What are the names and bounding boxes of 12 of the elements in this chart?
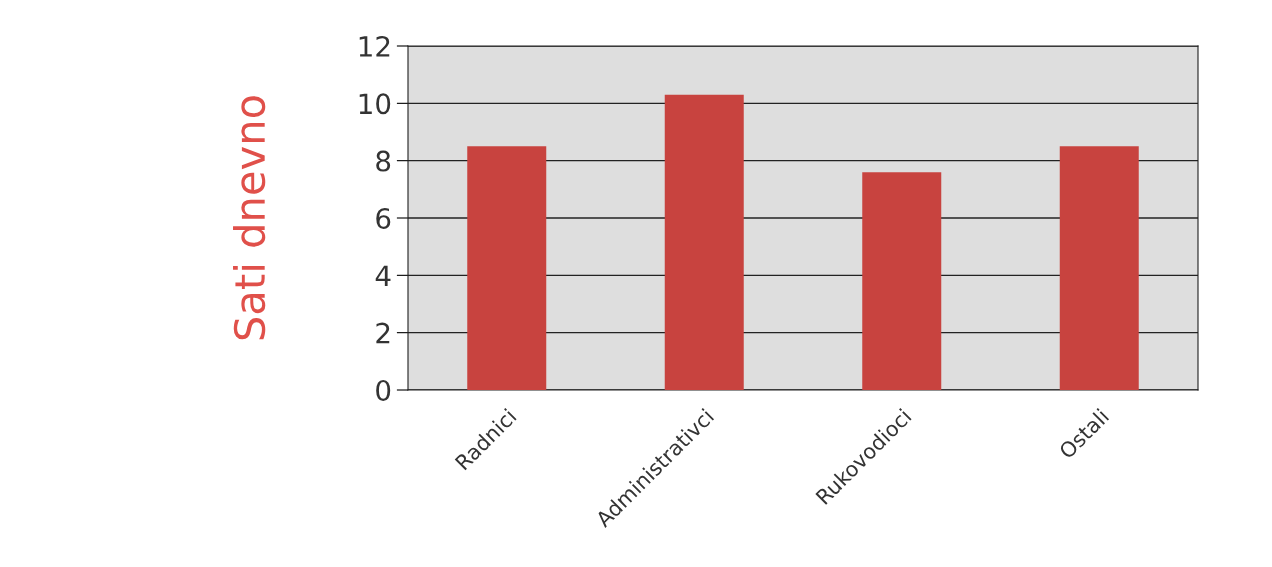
- y-tick-label: 8: [376, 150, 391, 172]
- bar: [664, 94, 744, 390]
- y-tick-label: 6: [376, 207, 391, 229]
- bar: [1059, 146, 1139, 390]
- bar: [467, 146, 547, 390]
- y-tick-label: 0: [376, 379, 391, 401]
- y-axis-title: Sati dnevno: [233, 96, 266, 340]
- y-tick-label: 10: [359, 93, 391, 115]
- bar: [862, 172, 942, 390]
- y-tick-label: 2: [376, 322, 390, 344]
- y-tick-label: 12: [359, 35, 390, 57]
- y-tick-label: 4: [375, 265, 391, 286]
